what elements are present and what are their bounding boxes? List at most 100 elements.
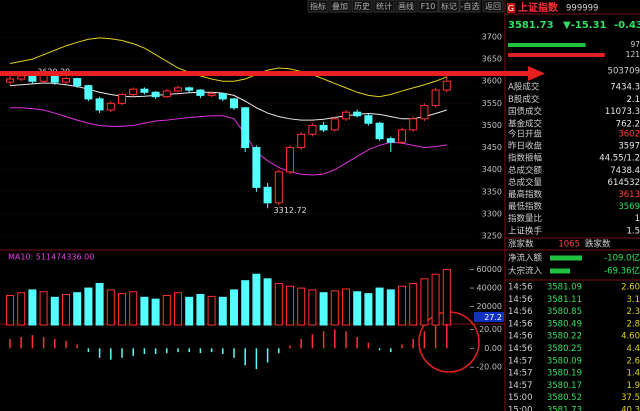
tick-time: 14:56 <box>508 332 533 342</box>
volume-bar <box>353 291 362 326</box>
quote-name: 上证指数 <box>518 1 559 14</box>
toolbar-label[interactable]: 标记 <box>441 1 457 11</box>
toolbar-label[interactable]: 返回 <box>485 2 501 11</box>
toolbar-button[interactable] <box>373 0 395 13</box>
candle-body <box>118 93 126 104</box>
volume-bar <box>174 292 182 326</box>
tick-price: 3581.11 <box>547 295 582 305</box>
volume-bar <box>398 285 406 326</box>
toolbar-label[interactable]: 画线 <box>398 1 414 11</box>
candle-body <box>207 93 216 96</box>
volume-bar <box>151 298 160 326</box>
volume-bar <box>297 287 306 326</box>
stat-value: 614532 <box>608 178 640 188</box>
tick-time: 14:56 <box>508 307 533 317</box>
volume-bar <box>319 292 328 326</box>
tick-price: 3580.17 <box>547 381 582 391</box>
tick-time: 14:56 <box>508 283 533 293</box>
tick-volume: 1.4 <box>626 369 640 379</box>
tick-volume: 2.8 <box>626 319 640 329</box>
tick-price: 3580.09 <box>547 356 582 366</box>
candle-body <box>297 133 306 149</box>
volume-bar <box>118 293 126 326</box>
flow-bar <box>550 255 582 261</box>
stat-value: 1 <box>635 214 640 224</box>
candle-body <box>420 105 429 120</box>
volume-bar <box>73 292 82 326</box>
toolbar-button[interactable] <box>482 0 504 13</box>
toolbar-label[interactable]: F10 <box>421 2 436 11</box>
volume-ma-label: MA10: 511474336.00 <box>8 253 94 262</box>
candle-body <box>84 85 93 100</box>
ratio-value: 97 <box>630 40 640 49</box>
volume-tick-label: 40000 <box>477 284 502 293</box>
up-count: 1065 <box>558 240 580 250</box>
candle-body <box>106 102 115 111</box>
tick-volume: 1.9 <box>626 381 640 391</box>
toolbar-button[interactable] <box>351 0 373 13</box>
candle-body <box>353 111 362 117</box>
toolbar-label[interactable]: 指标 <box>310 1 326 11</box>
toolbar-button[interactable] <box>307 0 329 13</box>
toolbar-label[interactable]: -自选 <box>461 1 480 11</box>
flow-label: 大宗流入 <box>508 266 543 277</box>
ratio-bar <box>508 43 586 47</box>
volume-bar <box>62 294 70 326</box>
stat-label: 指数量比 <box>508 213 542 224</box>
tick-time: 14:56 <box>508 344 533 354</box>
price-tick-label: 3600 <box>482 77 502 86</box>
stat-label: 总成交量 <box>508 177 543 188</box>
red-arrow <box>0 66 545 81</box>
candle-body <box>364 115 373 124</box>
stat-label: 上证换手 <box>508 225 543 236</box>
quote-code: 999999 <box>566 4 598 14</box>
candle-body <box>375 122 384 140</box>
flow-value: -69.36亿 <box>604 266 640 277</box>
stat-value: 11073.3 <box>605 107 640 117</box>
volume-bar <box>364 293 373 326</box>
volume-bar <box>129 291 138 326</box>
volume-bar <box>196 294 205 326</box>
volume-bar <box>409 282 418 326</box>
stat-label: B股成交 <box>508 94 540 105</box>
stat-label: 最高指数 <box>508 189 543 200</box>
volume-bar <box>95 282 104 326</box>
stat-value: 7434.3 <box>610 83 640 93</box>
volume-bar <box>84 287 93 326</box>
toolbar-label[interactable]: 统计 <box>376 1 392 11</box>
stat-value: 44.55/1.2 <box>599 154 640 164</box>
macd-tick-label: 20.00 <box>479 325 502 334</box>
toolbar-label[interactable]: 叠加 <box>332 1 348 11</box>
toolbar-button[interactable] <box>417 0 439 13</box>
arrow-shaft <box>0 71 530 76</box>
tick-volume: 2.3 <box>626 307 640 317</box>
prefix-box <box>507 3 515 13</box>
stat-label: 指数振幅 <box>508 153 543 164</box>
candle-body <box>342 111 350 120</box>
tick-time: 15:00 <box>508 393 533 403</box>
toolbar-button[interactable] <box>438 0 460 13</box>
tick-volume: 3.1 <box>626 295 640 305</box>
volume-bar <box>442 269 451 326</box>
volume-bar <box>207 295 216 326</box>
volume-bar <box>17 292 26 326</box>
price-tick-label: 3700 <box>482 33 502 42</box>
toolbar-label[interactable]: 历史 <box>354 1 370 11</box>
volume-bar <box>431 273 440 326</box>
toolbar-button[interactable] <box>459 0 481 13</box>
candle-body <box>6 78 14 83</box>
candle-body <box>274 171 283 204</box>
volume-bar <box>375 287 384 326</box>
candle-body <box>73 78 82 87</box>
price-tick-label: 3300 <box>482 209 502 218</box>
tick-time: 14:57 <box>508 356 533 366</box>
toolbar-button[interactable] <box>329 0 351 13</box>
candle-body <box>252 147 261 188</box>
tick-volume: 4.60 <box>621 332 640 342</box>
toolbar-button[interactable] <box>395 0 417 13</box>
candle-body <box>286 147 294 173</box>
macd-current-box <box>474 312 504 322</box>
stat-value: 2.1 <box>626 95 640 105</box>
candle-body <box>241 107 250 149</box>
